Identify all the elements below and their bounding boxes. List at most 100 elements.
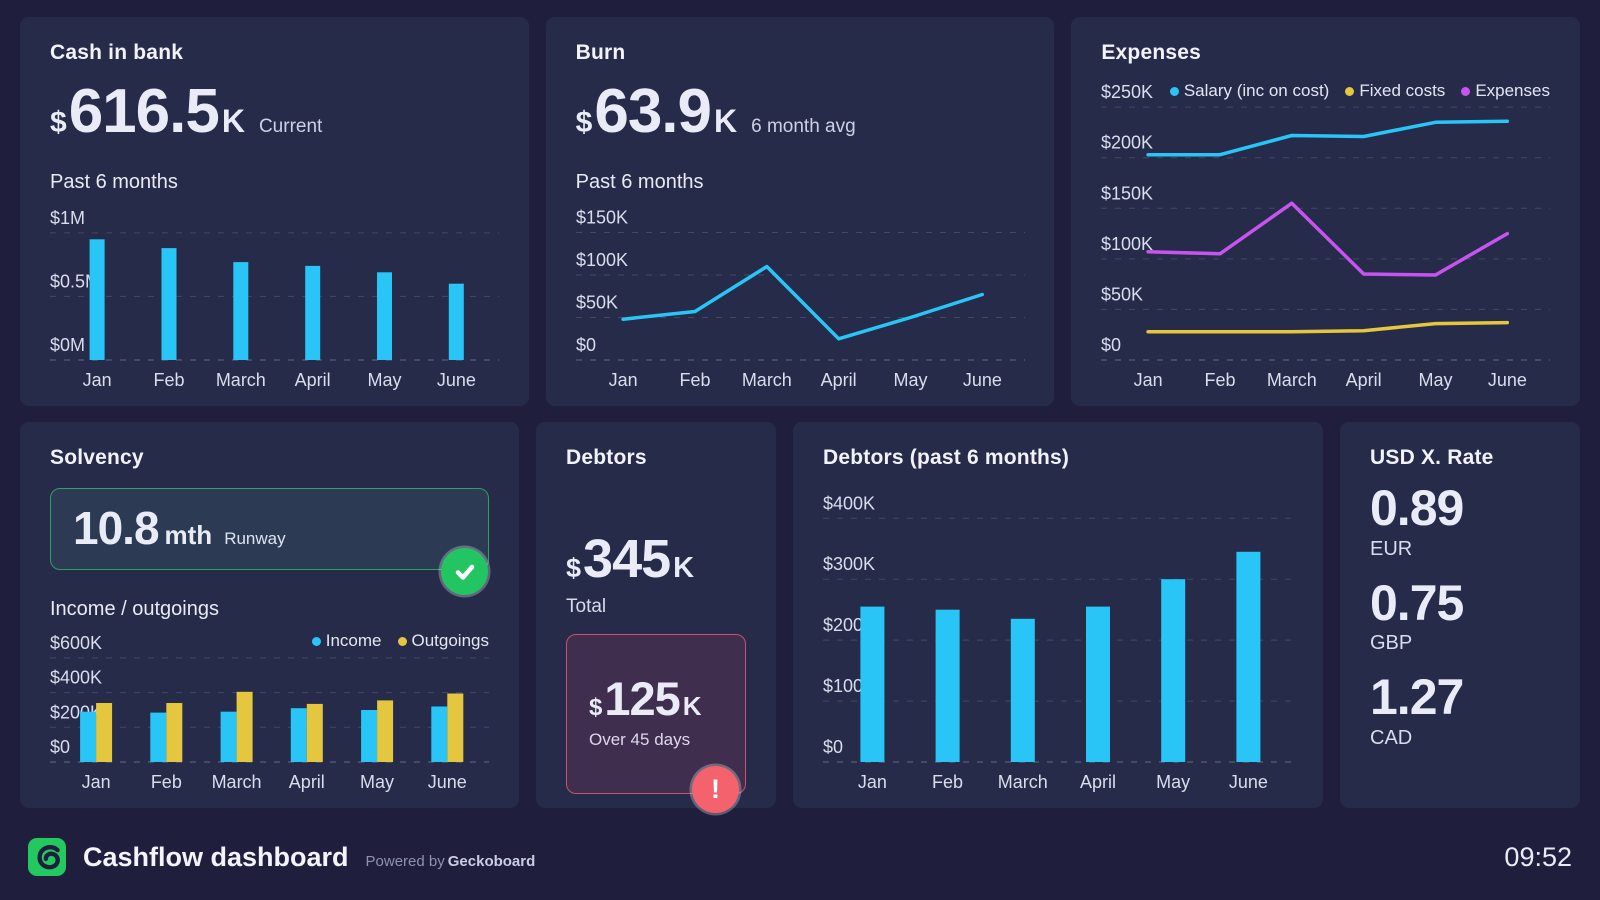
rate-cad-label: CAD (1370, 726, 1413, 749)
runway-unit: mth (164, 520, 213, 550)
svg-text:June: June (962, 370, 1001, 390)
svg-text:April: April (1346, 370, 1382, 390)
geckoboard-logo-icon (28, 838, 66, 876)
debtors-overdue-value-row: $ 125 K (589, 675, 723, 722)
svg-text:$0: $0 (50, 737, 70, 757)
currency-symbol: $ (589, 694, 603, 721)
card-usd-rate: USD X. Rate 0.89 EUR 0.75 GBP 1.27 CAD (1340, 422, 1580, 808)
legend-item: Outgoings (397, 631, 489, 651)
runway-indicator: 10.8 mth Runway (50, 488, 489, 595)
svg-text:May: May (893, 370, 927, 390)
legend-dot-icon (1461, 86, 1471, 96)
burn-chart-subtitle: Past 6 months (575, 171, 704, 193)
expenses-legend: Salary (inc on cost) Fixed costs Expenses (1169, 81, 1550, 101)
legend-label: Expenses (1475, 81, 1550, 100)
debtors-overdue-caption: Over 45 days (589, 730, 691, 749)
svg-text:$200K: $200K (1101, 133, 1153, 153)
card-cash-in-bank: Cash in bank $ 616.5 K Current Past 6 mo… (20, 17, 529, 406)
debtors-overdue-value: 125 (604, 672, 680, 725)
svg-text:Jan: Jan (608, 370, 637, 390)
runway-value: 10.8 (73, 502, 160, 554)
legend-label: Income (325, 631, 382, 650)
legend-dot-icon (1345, 86, 1355, 96)
svg-text:June: June (1229, 772, 1268, 792)
svg-text:$0.5M: $0.5M (50, 271, 100, 291)
legend-dot-icon (311, 636, 321, 646)
svg-text:$0M: $0M (50, 335, 85, 355)
currency-symbol: $ (566, 553, 582, 583)
cash-value: 616.5 (68, 77, 220, 146)
card-burn: Burn $ 63.9 K 6 month avg Past 6 months … (545, 17, 1055, 406)
income-outgoings-chart: Income Outgoings $0 $200K $400K $600K Jan Feb M… (50, 625, 489, 794)
cash-card-title: Cash in bank (50, 41, 184, 64)
powered-by: Powered by Geckoboard (366, 853, 536, 870)
svg-text:April: April (295, 370, 331, 390)
card-debtors: Debtors $ 345 K Total $ 125 K Over 45 da… (536, 422, 776, 813)
svg-text:Feb: Feb (932, 772, 963, 792)
expenses-line-chart: Salary (inc on cost) Fixed costs Expenses … (1101, 69, 1551, 392)
svg-text:$400K: $400K (50, 668, 102, 688)
chart-svg-expenses: $0 $50K $100K $150K $200K $250K Jan Feb March Apr… (1101, 82, 1551, 390)
legend-dot-icon (397, 636, 407, 646)
runway-caption: Runway (224, 529, 286, 548)
expenses-card-title: Expenses (1101, 41, 1201, 64)
rate-gbp-label: GBP (1370, 632, 1413, 654)
svg-text:April: April (1080, 772, 1116, 792)
cash-chart-subtitle: Past 6 months (50, 171, 178, 193)
powered-by-prefix: Powered by (365, 852, 445, 870)
dashboard-title: Cashflow dashboard (83, 841, 349, 872)
legend-item: Salary (inc on cost) (1169, 81, 1330, 101)
debtors-total-caption: Total (566, 596, 607, 617)
svg-text:$0: $0 (1101, 335, 1121, 355)
debtors-6mo-bar-chart: $0 $100K $200K $300K $400K Jan Feb March April Ma… (823, 474, 1293, 794)
rate-cad: 1.27 CAD (1370, 671, 1550, 750)
svg-text:April: April (820, 370, 856, 390)
alert-icon: ! (692, 766, 739, 813)
powered-by-brand: Geckoboard (447, 852, 536, 870)
legend-label: Salary (inc on cost) (1183, 81, 1330, 100)
burn-value-caption: 6 month avg (751, 116, 856, 137)
cash-bar-chart: $0M $0.5M $1M Jan Feb March April May June (50, 198, 499, 392)
dashboard-row-2: Solvency 10.8 mth Runway Income / outgoi… (20, 422, 1580, 813)
svg-text:$100K: $100K (1101, 234, 1153, 254)
cash-value-suffix: K (221, 103, 245, 139)
svg-text:$1M: $1M (50, 208, 85, 228)
rate-gbp-value: 0.75 (1370, 574, 1464, 631)
svg-text:May: May (1156, 772, 1190, 792)
usd-rate-card-title: USD X. Rate (1370, 446, 1494, 469)
debtors-card-title: Debtors (566, 446, 647, 469)
rate-eur: 0.89 EUR (1370, 482, 1550, 561)
legend-item: Fixed costs (1345, 81, 1445, 101)
debtors-total-value-row: $ 345 K (566, 532, 746, 586)
svg-text:$50K: $50K (576, 293, 618, 313)
svg-text:March: March (998, 772, 1048, 792)
svg-text:$150K: $150K (576, 208, 628, 228)
burn-value-suffix: K (714, 103, 738, 139)
footer-bar: Cashflow dashboard Powered by Geckoboard … (20, 824, 1580, 900)
rate-cad-value: 1.27 (1370, 669, 1464, 725)
svg-text:June: June (428, 772, 467, 792)
svg-text:Feb: Feb (151, 772, 182, 792)
card-solvency: Solvency 10.8 mth Runway Income / outgoi… (20, 422, 519, 808)
dashboard-row-1: Cash in bank $ 616.5 K Current Past 6 mo… (20, 17, 1580, 406)
debtors-overdue-suffix: K (682, 691, 702, 721)
debtors-total: $ 345 K Total (566, 516, 746, 618)
legend-dot-icon (1169, 86, 1179, 96)
rate-eur-value: 0.89 (1370, 480, 1464, 536)
svg-text:March: March (1267, 370, 1317, 390)
svg-text:April: April (289, 772, 325, 792)
debtors-total-suffix: K (673, 552, 695, 584)
svg-text:$150K: $150K (1101, 183, 1153, 203)
check-icon (441, 548, 488, 595)
burn-line-chart: $0 $50K $100K $150K Jan Feb March April May June (575, 198, 1025, 392)
cash-current-value: $ 616.5 K Current (50, 81, 499, 143)
income-outgoings-legend: Income Outgoings (311, 631, 489, 651)
svg-text:Jan: Jan (82, 772, 111, 792)
legend-item: Income (311, 631, 382, 651)
burn-value: 63.9 (594, 77, 712, 146)
svg-text:$600K: $600K (50, 633, 102, 653)
svg-text:March: March (741, 370, 791, 390)
legend-label: Fixed costs (1359, 81, 1446, 100)
rate-gbp: 0.75 GBP (1370, 574, 1550, 656)
